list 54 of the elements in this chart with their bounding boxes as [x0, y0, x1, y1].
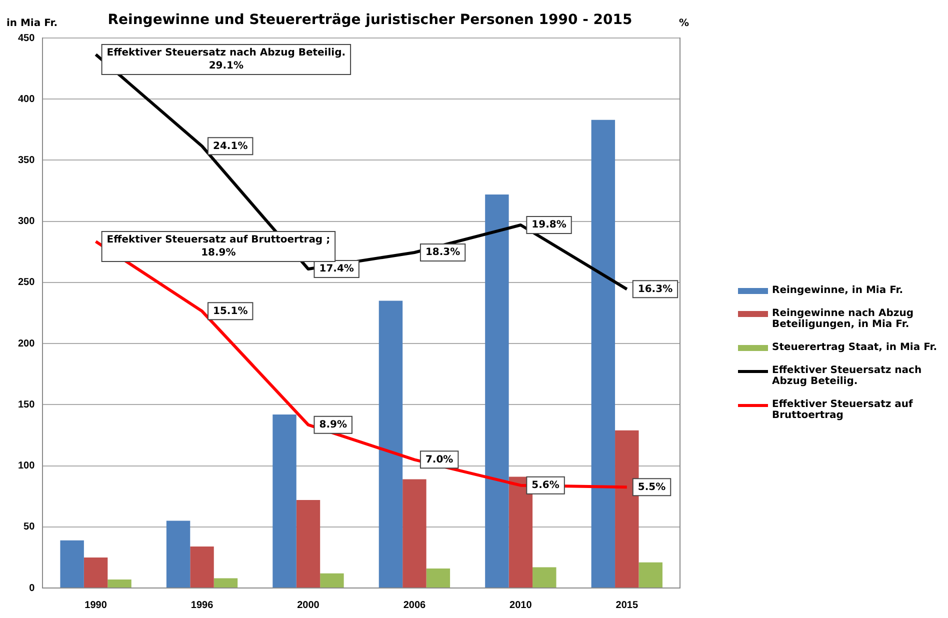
bar: [296, 500, 320, 588]
bar: [615, 430, 639, 588]
bar: [591, 120, 616, 588]
x-tick-label: 2015: [616, 600, 638, 611]
bar: [485, 194, 509, 588]
data-label: 24.1%: [213, 140, 248, 152]
data-label: 15.1%: [213, 306, 248, 317]
x-tick-label: 2006: [403, 600, 426, 611]
bar: [426, 568, 450, 588]
bar: [108, 579, 132, 588]
bar: [60, 540, 84, 588]
y2-axis-title: %: [678, 18, 690, 29]
y-tick-label: 50: [24, 522, 36, 533]
data-label: Effektiver Steuersatz nach Abzug Beteilig. 29.1%: [106, 48, 346, 72]
data-label: 17.4%: [319, 264, 354, 275]
data-label: 18.3%: [425, 247, 460, 258]
data-label: 5.6%: [532, 480, 560, 491]
data-label: 19.8%: [532, 220, 566, 231]
y-tick-label: 400: [18, 94, 36, 105]
y-tick-label: 0: [29, 582, 36, 594]
legend-label: Effektiver Steuersatz auf Bruttoertrag: [772, 399, 914, 421]
bar: [190, 546, 214, 588]
chart-title: Reingewinne und Steuererträge juristischer Personen 1990 - 2015: [106, 12, 634, 28]
data-label: 8.9%: [319, 419, 347, 430]
bar: [320, 573, 344, 588]
legend-label: Steuerertrag Staat, in Mia Fr.: [772, 342, 938, 353]
legend-label: Effektiver Steuersatz nach Abzug Beteilig.: [772, 365, 923, 387]
y-tick-label: 250: [18, 277, 36, 288]
y-tick-label: 100: [18, 460, 36, 472]
y-tick-label: 450: [18, 32, 36, 44]
bar: [272, 414, 296, 588]
y-tick-label: 150: [18, 399, 36, 410]
data-label: 5.5%: [638, 482, 666, 493]
legend-label: Reingewinne, in Mia Fr.: [772, 285, 904, 296]
bar: [508, 476, 533, 588]
data-label: Effektiver Steuersatz auf Bruttoertrag ; 18.9%: [106, 234, 330, 259]
y-tick-label: 300: [18, 216, 36, 228]
bar: [84, 557, 108, 588]
bar: [402, 479, 426, 588]
x-tick-label: 2000: [297, 600, 320, 611]
bar: [532, 567, 556, 588]
data-label: 16.3%: [638, 284, 673, 295]
y-tick-label: 350: [18, 154, 36, 166]
bar: [638, 562, 662, 588]
bar: [214, 578, 238, 588]
x-tick-label: 1996: [190, 600, 214, 611]
bar: [378, 300, 403, 588]
legend-label: Reingewinne nach Abzug Beteiligungen, in Mia Fr.: [772, 308, 915, 330]
y-axis-title: in Mia Fr.: [6, 18, 58, 29]
data-label: 7.0%: [425, 454, 454, 466]
x-tick-label: 1990: [84, 600, 108, 611]
y-tick-label: 200: [18, 338, 36, 350]
bar: [166, 520, 190, 588]
x-tick-label: 2010: [510, 600, 532, 611]
